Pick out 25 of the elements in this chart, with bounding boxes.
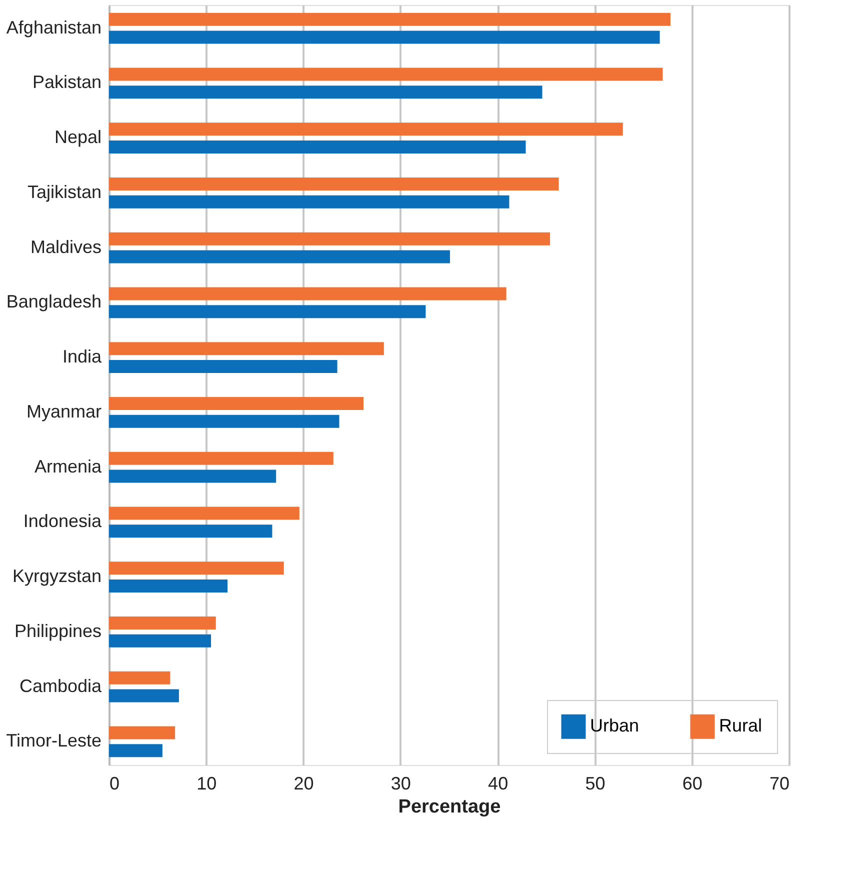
y-tick-label: Tajikistan: [27, 182, 102, 202]
y-tick-label: Timor-Leste: [6, 730, 102, 751]
y-tick-label: Cambodia: [19, 676, 102, 696]
y-tick-label: Afghanistan: [6, 17, 102, 38]
x-tick-label: 50: [585, 774, 606, 794]
x-tick-label: 40: [488, 774, 508, 794]
y-tick-label: Bangladesh: [6, 292, 102, 312]
y-tick-label: Armenia: [34, 456, 102, 476]
y-tick-label: Kyrgyzstan: [12, 566, 102, 586]
x-tick-label: 0: [110, 774, 120, 794]
x-axis-title: Percentage: [398, 796, 501, 818]
y-tick-label: Myanmar: [26, 401, 102, 422]
x-tick-label: 10: [196, 774, 217, 794]
y-tick-label: Nepal: [54, 127, 102, 148]
legend-label: Urban: [590, 716, 640, 736]
y-tick-label: Pakistan: [32, 72, 102, 92]
x-tick-label: 30: [390, 774, 411, 794]
x-tick-label: 60: [682, 774, 702, 794]
legend-label: Rural: [719, 716, 762, 736]
x-tick-label: 20: [294, 774, 314, 794]
y-tick-label: India: [62, 346, 102, 367]
y-tick-label: Maldives: [30, 236, 102, 257]
x-tick-label: 70: [769, 774, 790, 794]
y-tick-label: Philippines: [14, 620, 102, 641]
y-tick-label: Indonesia: [23, 511, 102, 532]
